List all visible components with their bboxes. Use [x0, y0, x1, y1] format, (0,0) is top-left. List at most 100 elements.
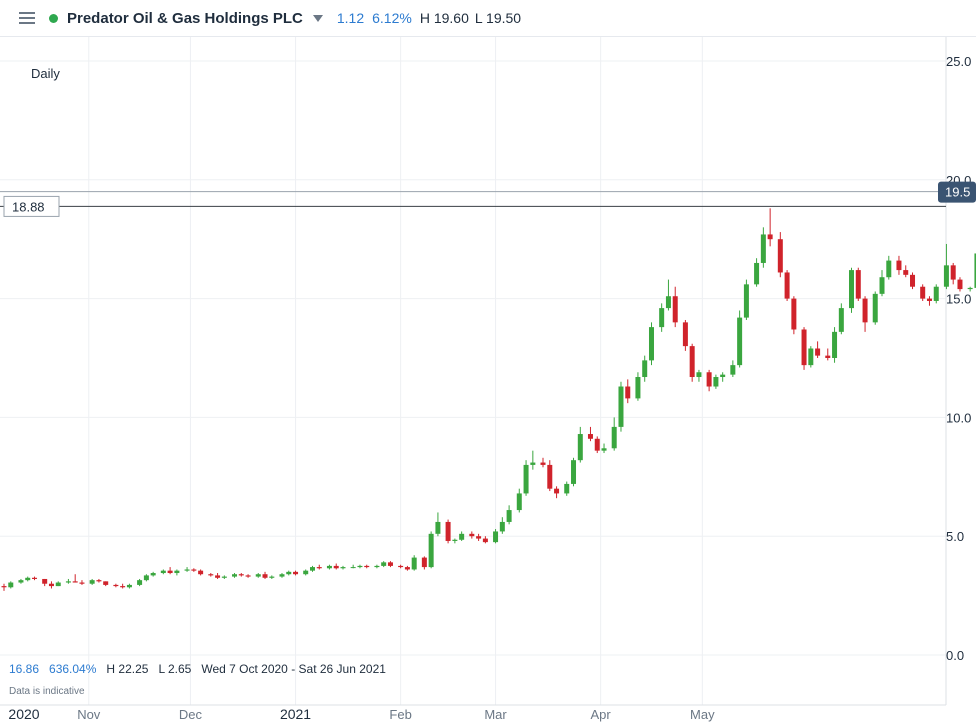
- candle-107: [849, 267, 854, 313]
- candle-2: [18, 578, 24, 584]
- candle-15: [120, 583, 126, 589]
- candle-body: [96, 580, 102, 582]
- candle-109: [862, 296, 868, 332]
- candle-111: [879, 270, 885, 297]
- candle-body: [618, 386, 624, 427]
- candle-body: [838, 308, 844, 332]
- candle-body: [150, 573, 156, 576]
- candle-6: [48, 581, 54, 589]
- candle-72: [571, 457, 577, 487]
- candle-121: [957, 277, 963, 292]
- candle-68: [540, 457, 546, 468]
- x-axis-label-1: Nov: [77, 707, 101, 722]
- candle-5: [42, 578, 48, 587]
- candle-body: [167, 570, 173, 574]
- candle-body: [635, 377, 641, 399]
- candle-body: [421, 557, 427, 568]
- candle-body: [381, 562, 387, 566]
- candle-94: [743, 279, 749, 320]
- candle-body: [245, 575, 251, 577]
- x-axis-label-3: 2021: [280, 706, 311, 722]
- candle-18: [143, 574, 149, 582]
- candle-17: [137, 578, 143, 587]
- candle-body: [594, 438, 600, 451]
- candle-51: [404, 565, 410, 571]
- y-tick-label-4: 5.0: [946, 529, 964, 544]
- candle-34: [269, 575, 275, 579]
- candle-body: [625, 386, 631, 399]
- candle-body: [18, 580, 24, 583]
- candle-71: [564, 481, 570, 496]
- candle-30: [238, 573, 244, 577]
- y-axis-ticks: 25.020.015.010.05.00.0: [946, 54, 971, 663]
- candle-52: [411, 555, 417, 571]
- candle-body: [933, 286, 939, 301]
- candle-body: [452, 539, 458, 541]
- x-axis-label-6: Apr: [591, 707, 612, 722]
- candle-65: [516, 488, 522, 513]
- candle-33: [262, 571, 268, 579]
- candle-110: [872, 291, 878, 325]
- candle-66: [523, 460, 529, 496]
- candle-body: [696, 372, 702, 378]
- timeframe-label[interactable]: Daily: [31, 66, 60, 81]
- candle-75: [594, 436, 600, 454]
- candle-body: [113, 584, 119, 587]
- candle-9: [72, 574, 78, 583]
- candle-body: [333, 565, 339, 569]
- candle-108: [855, 267, 861, 301]
- candle-body: [357, 565, 363, 568]
- candle-63: [499, 517, 505, 534]
- candle-4: [32, 576, 38, 581]
- candle-119: [943, 243, 949, 290]
- candle-14: [113, 583, 119, 588]
- candle-body: [743, 284, 749, 318]
- candle-48: [381, 561, 387, 568]
- candle-body: [950, 265, 956, 280]
- candle-43: [340, 565, 346, 570]
- candle-99: [784, 270, 790, 301]
- candle-body: [303, 570, 309, 575]
- candle-102: [808, 346, 814, 368]
- candle-46: [364, 564, 370, 569]
- candle-55: [435, 512, 441, 537]
- candle-body: [611, 426, 617, 449]
- candle-body: [221, 576, 227, 578]
- candle-body: [577, 434, 583, 461]
- candle-body: [404, 567, 410, 570]
- candle-78: [618, 381, 624, 432]
- candle-body: [476, 536, 482, 539]
- candle-92: [730, 360, 736, 378]
- candle-body: [720, 374, 726, 378]
- candle-body: [540, 462, 546, 465]
- candle-body: [872, 293, 878, 323]
- candle-body: [706, 372, 712, 387]
- candle-93: [737, 310, 743, 368]
- candle-body: [682, 322, 688, 347]
- candle-body: [713, 377, 719, 387]
- candle-body: [547, 464, 553, 489]
- candle-body: [137, 580, 143, 585]
- candle-body: [42, 578, 48, 584]
- candle-0: [1, 583, 7, 591]
- chevron-down-icon[interactable]: [312, 14, 323, 22]
- candle-70: [554, 486, 560, 499]
- reference-line-label: 18.88: [12, 199, 45, 214]
- candle-56: [445, 519, 451, 544]
- x-axis-label-2: Dec: [179, 707, 203, 722]
- summary-change-pct: 636.04%: [49, 662, 97, 676]
- candle-38: [303, 569, 309, 576]
- candle-8: [65, 578, 71, 584]
- candle-20: [160, 569, 166, 575]
- y-tick-label-3: 10.0: [946, 410, 971, 425]
- candle-body: [445, 521, 451, 541]
- x-axis-label-5: Mar: [484, 707, 507, 722]
- summary-low: L 2.65: [158, 662, 192, 676]
- candle-body: [879, 277, 885, 294]
- y-tick-label-2: 15.0: [946, 292, 971, 307]
- header-change: 1.12: [336, 10, 365, 26]
- x-axis-label-0: 2020: [8, 706, 39, 722]
- candle-body: [564, 483, 570, 494]
- menu-icon[interactable]: [19, 12, 35, 24]
